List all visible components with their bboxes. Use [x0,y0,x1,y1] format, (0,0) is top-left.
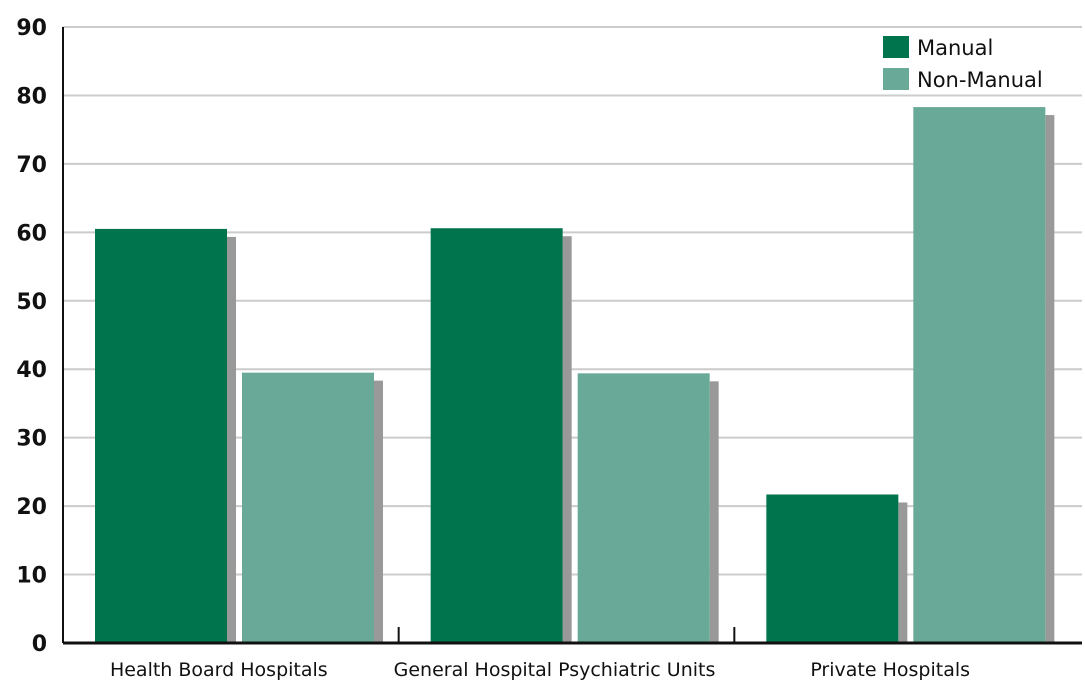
bars [95,107,1055,643]
bar-shadow [1045,115,1055,643]
y-tick-label: 90 [16,16,47,41]
y-tick-label: 40 [16,358,47,383]
x-tick-label: Private Hospitals [810,659,970,681]
legend-label-manual: Manual [917,36,993,60]
y-tick-label: 30 [16,427,47,452]
y-tick-label: 50 [16,290,47,315]
y-tick-label: 70 [16,153,47,178]
bar-shadow [709,381,719,643]
bar-non-manual [913,107,1046,643]
bar-manual [95,228,227,643]
bar-manual [766,494,899,643]
legend-swatch-non-manual [883,68,909,90]
bar-shadow [898,502,908,643]
bar-manual [430,228,563,643]
bar-shadow [562,236,572,643]
x-tick-label: Health Board Hospitals [110,659,328,681]
y-tick-label: 60 [16,221,47,246]
bar-non-manual [242,372,374,643]
y-tick-label: 0 [32,632,47,657]
x-axis-tick-labels: Health Board Hospitals General Hospital P… [110,659,970,681]
y-tick-label: 10 [16,564,47,589]
legend-swatch-manual [883,36,909,58]
legend: Manual Non-Manual [883,36,1043,92]
bar-non-manual [577,373,710,643]
y-tick-label: 80 [16,84,47,109]
bar-shadow [227,236,236,643]
y-axis-tick-labels: 0 10 20 30 40 50 60 70 80 90 [16,16,47,657]
x-tick-label: General Hospital Psychiatric Units [394,659,716,681]
bar-shadow [374,380,383,643]
axes [62,27,1082,645]
y-tick-label: 20 [16,495,47,520]
legend-label-non-manual: Non-Manual [917,68,1043,92]
